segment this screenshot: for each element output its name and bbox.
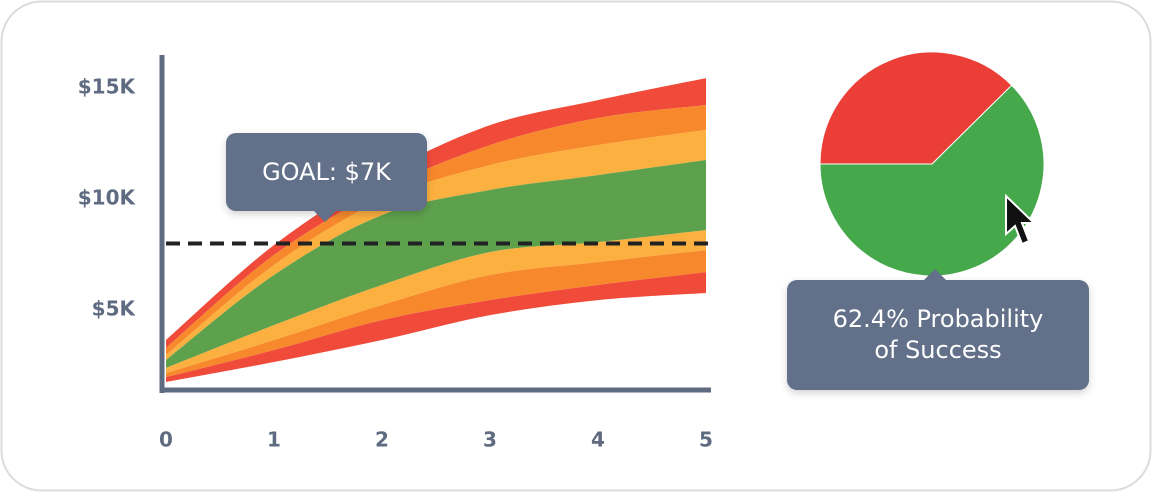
y-tick-label: $10K xyxy=(78,186,137,210)
y-tick-label: $15K xyxy=(78,75,137,99)
x-tick-label: 2 xyxy=(375,428,389,452)
pie-chart xyxy=(819,51,1045,277)
fan-band xyxy=(166,250,706,378)
x-tick-label: 4 xyxy=(591,428,605,452)
pie-slice xyxy=(819,51,1013,165)
goal-tooltip: GOAL: $7K xyxy=(226,133,427,222)
x-tick-label: 3 xyxy=(483,428,497,452)
y-tick-label: $5K xyxy=(92,297,137,321)
x-tick-label: 1 xyxy=(267,428,281,452)
x-tick-label: 5 xyxy=(699,428,713,452)
fan-band xyxy=(166,272,706,383)
fan-band xyxy=(166,130,706,361)
fan-band xyxy=(166,78,706,349)
cursor xyxy=(1005,193,1037,246)
fan-band xyxy=(166,104,706,356)
fan-chart: $5K $10K $15K 0 1 2 3 4 5 xyxy=(78,75,713,452)
pie-slice xyxy=(819,84,1045,277)
probability-tooltip: 62.4% Probability of Success xyxy=(787,269,1089,390)
fan-band xyxy=(166,160,706,369)
axes xyxy=(159,55,711,393)
x-tick-label: 0 xyxy=(159,428,173,452)
